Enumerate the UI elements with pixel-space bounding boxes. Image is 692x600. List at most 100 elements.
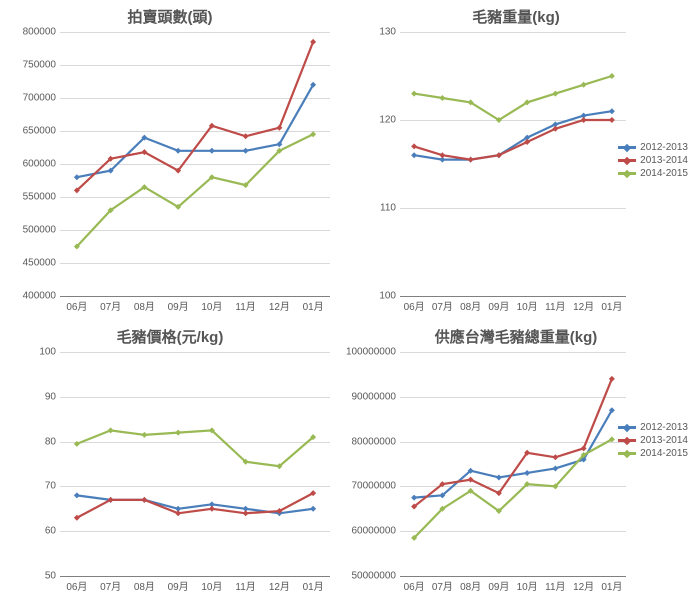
x-tick-label: 12月 bbox=[269, 576, 290, 593]
panel-auction-heads: 拍賣頭數(頭)400000450000500000550000600000650… bbox=[0, 0, 340, 320]
series-marker bbox=[496, 474, 502, 480]
chart-title: 供應台灣毛豬總重量(kg) bbox=[340, 320, 692, 347]
plot-area: 5000000060000000700000008000000090000000… bbox=[400, 352, 626, 576]
y-tick-label: 650000 bbox=[23, 126, 60, 137]
chart-title: 毛豬重量(kg) bbox=[340, 0, 692, 27]
legend-swatch bbox=[618, 172, 636, 175]
legend-label: 2013-2014 bbox=[640, 155, 688, 166]
x-tick-label: 09月 bbox=[488, 576, 509, 593]
y-tick-label: 50 bbox=[45, 571, 60, 582]
series-marker bbox=[411, 495, 417, 501]
x-tick-label: 08月 bbox=[460, 576, 481, 593]
series-marker bbox=[609, 108, 615, 114]
series-marker bbox=[141, 432, 147, 438]
chart-title: 拍賣頭數(頭) bbox=[0, 0, 340, 27]
x-tick-label: 01月 bbox=[303, 576, 324, 593]
legend: 2012-2013 2013-2014 2014-2015 bbox=[618, 420, 688, 461]
panel-supply-weight: 供應台灣毛豬總重量(kg) 500000006000000070000000800… bbox=[340, 320, 692, 600]
y-tick-label: 400000 bbox=[23, 291, 60, 302]
series-marker bbox=[581, 117, 587, 123]
chart-grid: 拍賣頭數(頭)400000450000500000550000600000650… bbox=[0, 0, 692, 600]
series-marker bbox=[74, 174, 80, 180]
series-marker bbox=[439, 152, 445, 158]
series-marker bbox=[552, 454, 558, 460]
x-tick-label: 08月 bbox=[134, 576, 155, 593]
series-line bbox=[77, 85, 313, 177]
x-tick-label: 09月 bbox=[168, 576, 189, 593]
legend-label: 2013-2014 bbox=[640, 435, 688, 446]
legend-swatch bbox=[618, 452, 636, 455]
series-marker bbox=[175, 510, 181, 516]
legend-swatch bbox=[618, 159, 636, 162]
x-tick-label: 12月 bbox=[269, 296, 290, 313]
x-tick-label: 08月 bbox=[134, 296, 155, 313]
y-tick-label: 600000 bbox=[23, 159, 60, 170]
legend-item: 2014-2015 bbox=[618, 448, 688, 459]
legend-label: 2014-2015 bbox=[640, 168, 688, 179]
series-line bbox=[77, 430, 313, 466]
series-marker bbox=[552, 465, 558, 471]
x-tick-label: 12月 bbox=[573, 296, 594, 313]
panel-hog-price: 毛豬價格(元/kg)506070809010006月07月08月09月10月11… bbox=[0, 320, 340, 600]
legend-item: 2012-2013 bbox=[618, 142, 688, 153]
x-tick-label: 06月 bbox=[404, 296, 425, 313]
x-tick-label: 11月 bbox=[235, 576, 255, 593]
series-marker bbox=[243, 510, 249, 516]
series-marker bbox=[209, 148, 215, 154]
x-tick-label: 07月 bbox=[100, 576, 121, 593]
series-marker bbox=[276, 125, 282, 131]
series-marker bbox=[411, 143, 417, 149]
series-marker bbox=[74, 441, 80, 447]
y-tick-label: 450000 bbox=[23, 258, 60, 269]
x-tick-label: 06月 bbox=[404, 576, 425, 593]
x-tick-label: 11月 bbox=[545, 576, 565, 593]
series-marker bbox=[411, 152, 417, 158]
series-marker bbox=[609, 376, 615, 382]
legend-swatch bbox=[618, 146, 636, 149]
y-tick-label: 100000000 bbox=[346, 347, 400, 358]
y-tick-label: 110 bbox=[380, 203, 400, 214]
legend-label: 2012-2013 bbox=[640, 142, 688, 153]
series-marker bbox=[175, 148, 181, 154]
series-marker bbox=[74, 492, 80, 498]
panel-hog-weight: 毛豬重量(kg)10011012013006月07月08月09月10月11月12… bbox=[340, 0, 692, 320]
y-tick-label: 90 bbox=[45, 391, 60, 402]
x-tick-label: 01月 bbox=[601, 296, 622, 313]
y-tick-label: 750000 bbox=[23, 60, 60, 71]
series-marker bbox=[108, 427, 114, 433]
series-marker bbox=[175, 430, 181, 436]
series-marker bbox=[609, 73, 615, 79]
x-tick-label: 07月 bbox=[432, 296, 453, 313]
series-marker bbox=[243, 148, 249, 154]
series-marker bbox=[310, 39, 316, 45]
x-tick-label: 10月 bbox=[517, 576, 538, 593]
y-tick-label: 70 bbox=[45, 481, 60, 492]
y-tick-label: 550000 bbox=[23, 192, 60, 203]
x-tick-label: 10月 bbox=[201, 576, 222, 593]
series-marker bbox=[439, 95, 445, 101]
x-tick-label: 07月 bbox=[100, 296, 121, 313]
series-marker bbox=[209, 506, 215, 512]
x-tick-label: 06月 bbox=[66, 296, 87, 313]
legend-item: 2014-2015 bbox=[618, 168, 688, 179]
series-marker bbox=[609, 117, 615, 123]
x-tick-label: 11月 bbox=[545, 296, 565, 313]
series-marker bbox=[243, 133, 249, 139]
legend-label: 2012-2013 bbox=[640, 422, 688, 433]
y-tick-label: 80000000 bbox=[352, 436, 401, 447]
series-marker bbox=[581, 82, 587, 88]
series-line bbox=[414, 379, 612, 507]
y-tick-label: 50000000 bbox=[352, 571, 401, 582]
legend-label: 2014-2015 bbox=[640, 448, 688, 459]
legend: 2012-2013 2013-2014 2014-2015 bbox=[618, 140, 688, 181]
x-tick-label: 09月 bbox=[168, 296, 189, 313]
chart-title: 毛豬價格(元/kg) bbox=[0, 320, 340, 347]
y-tick-label: 100 bbox=[39, 347, 60, 358]
y-tick-label: 120 bbox=[379, 115, 400, 126]
x-tick-label: 07月 bbox=[432, 576, 453, 593]
legend-swatch bbox=[618, 426, 636, 429]
y-tick-label: 90000000 bbox=[352, 391, 401, 402]
series-layer bbox=[400, 352, 626, 576]
y-tick-label: 700000 bbox=[23, 93, 60, 104]
series-marker bbox=[552, 91, 558, 97]
